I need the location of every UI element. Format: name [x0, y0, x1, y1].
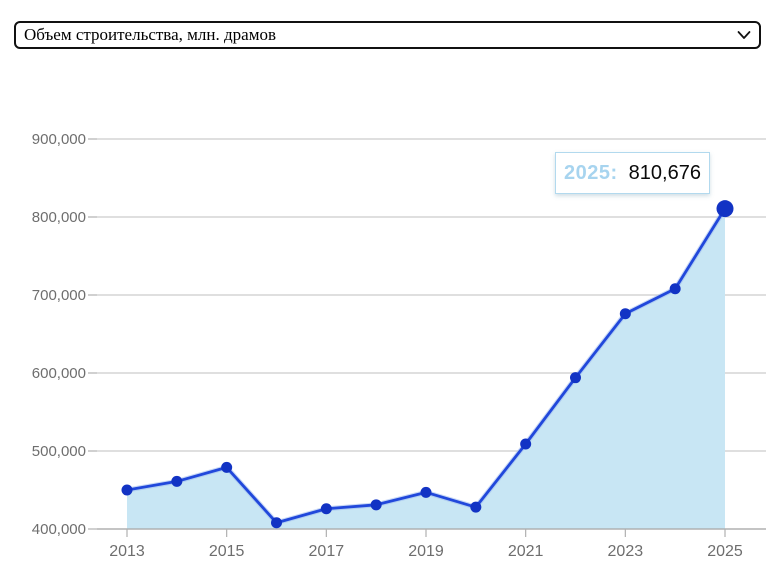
area-fill: [127, 208, 725, 529]
data-point-2025[interactable]: [716, 200, 734, 218]
data-point-2013[interactable]: [121, 484, 133, 496]
tooltip-year-label: 2025:: [564, 161, 618, 184]
data-point-2020[interactable]: [470, 501, 482, 513]
x-tick-label: 2021: [508, 543, 544, 560]
y-tick-label: 500,000: [32, 443, 86, 460]
data-point-2018[interactable]: [370, 499, 382, 511]
tooltip-value: 810,676: [628, 161, 701, 184]
metric-select[interactable]: Объем строительства, млн. драмов: [14, 21, 761, 49]
x-tick-label: 2015: [209, 543, 245, 560]
y-tick-label: 600,000: [32, 365, 86, 382]
x-tick-label: 2019: [408, 543, 444, 560]
data-point-2021[interactable]: [520, 438, 532, 450]
data-point-2022[interactable]: [570, 372, 581, 384]
x-tick-label: 2017: [309, 543, 345, 560]
y-tick-label: 800,000: [32, 209, 86, 226]
y-tick-label: 700,000: [32, 287, 86, 304]
data-point-2014[interactable]: [171, 475, 183, 487]
data-point-2024[interactable]: [669, 283, 681, 295]
metric-select-wrap: Объем строительства, млн. драмов: [14, 21, 761, 49]
data-point-2023[interactable]: [619, 308, 631, 320]
data-point-2017[interactable]: [320, 503, 332, 515]
data-point-2019[interactable]: [420, 486, 432, 498]
x-tick-label: 2013: [109, 543, 145, 560]
x-tick-label: 2025: [707, 543, 743, 560]
x-tick-label: 2023: [608, 543, 644, 560]
data-point-2016[interactable]: [271, 517, 282, 529]
y-tick-label: 900,000: [32, 131, 86, 148]
y-tick-label: 400,000: [32, 521, 86, 538]
data-point-2015[interactable]: [221, 461, 233, 473]
chart-tooltip: 2025: 810,676: [555, 152, 710, 194]
